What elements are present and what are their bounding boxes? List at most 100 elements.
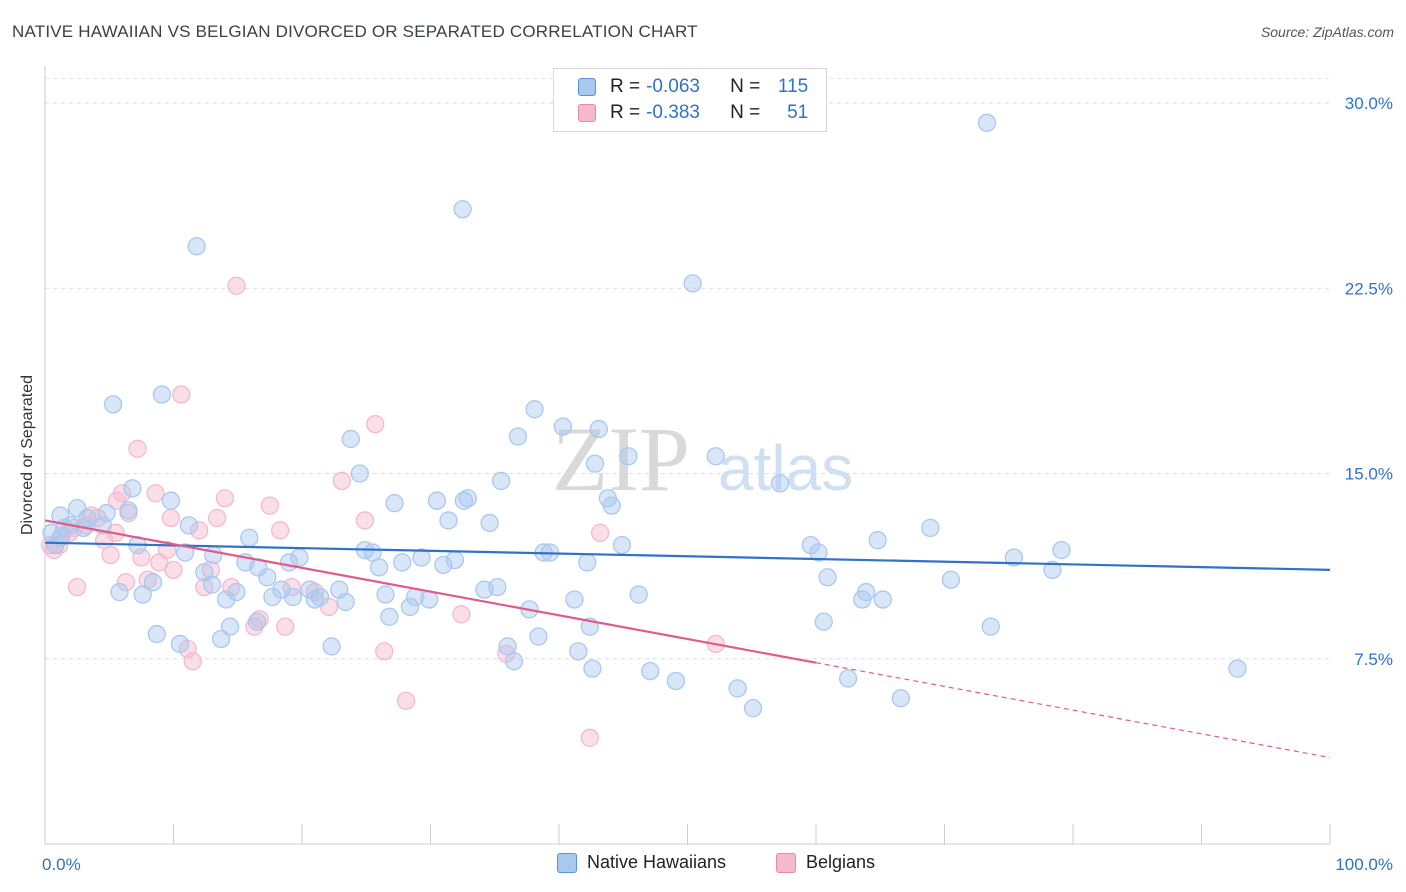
data-point bbox=[211, 629, 231, 649]
data-point bbox=[629, 585, 648, 604]
data-point bbox=[172, 385, 191, 404]
y-tick-label: 30.0% bbox=[1345, 94, 1393, 113]
grid-layer bbox=[45, 77, 1330, 660]
legend-r-label: R = bbox=[610, 76, 641, 97]
data-point bbox=[921, 518, 940, 538]
legend-n-value: 51 bbox=[787, 102, 809, 123]
data-point bbox=[504, 652, 524, 671]
data-point bbox=[585, 454, 605, 473]
bottom-legend-swatch-belgians bbox=[776, 852, 796, 873]
data-point bbox=[332, 471, 351, 491]
data-point bbox=[375, 642, 394, 661]
data-point bbox=[116, 573, 136, 592]
legend-swatch-belgians bbox=[578, 104, 596, 122]
data-point bbox=[480, 513, 499, 533]
stats-legend: R = -0.063 N = 115 R = -0.383 N = 51 bbox=[553, 68, 827, 132]
data-point bbox=[580, 728, 599, 747]
bottom-legend-label-belgians: Belgians bbox=[806, 852, 876, 872]
data-point bbox=[589, 419, 608, 439]
source-credit: Source: ZipAtlas.com bbox=[1260, 24, 1394, 40]
data-point bbox=[612, 535, 632, 555]
data-point bbox=[247, 612, 267, 631]
data-point bbox=[380, 607, 399, 626]
legend-r-value: -0.383 bbox=[646, 102, 700, 123]
data-point bbox=[578, 553, 597, 572]
data-point bbox=[770, 474, 790, 493]
axis-layer bbox=[44, 66, 1331, 845]
data-point bbox=[190, 521, 209, 540]
data-point bbox=[856, 582, 876, 602]
data-point bbox=[300, 580, 319, 599]
legend-r-value: -0.063 bbox=[646, 76, 700, 97]
data-point bbox=[250, 610, 269, 629]
data-point bbox=[814, 612, 833, 631]
data-point bbox=[204, 545, 223, 565]
data-point bbox=[981, 617, 1000, 636]
data-point bbox=[666, 671, 686, 691]
data-point bbox=[809, 543, 828, 562]
data-point bbox=[941, 570, 961, 589]
data-point bbox=[161, 491, 181, 510]
data-point bbox=[220, 617, 240, 636]
data-point bbox=[152, 385, 172, 404]
tick-labels: 7.5% 15.0% 22.5% 30.0% 0.0% 100.0% bbox=[42, 94, 1393, 874]
data-point bbox=[873, 590, 892, 609]
data-point bbox=[202, 575, 222, 594]
data-point bbox=[260, 496, 280, 515]
data-point bbox=[453, 200, 472, 219]
x-tick-label-max: 100.0% bbox=[1335, 855, 1393, 874]
data-point bbox=[728, 679, 747, 698]
data-point bbox=[434, 555, 453, 575]
data-point bbox=[427, 491, 447, 510]
y-tick-label: 22.5% bbox=[1345, 279, 1393, 298]
data-point bbox=[868, 531, 887, 550]
data-point bbox=[569, 642, 588, 661]
data-point bbox=[227, 582, 246, 602]
data-point bbox=[385, 494, 404, 513]
data-point bbox=[350, 464, 369, 483]
bottom-legend-native-hawaiians: Native Hawaiians bbox=[557, 852, 726, 873]
data-point bbox=[619, 447, 638, 466]
data-point bbox=[179, 516, 199, 535]
legend-n-value: 115 bbox=[777, 76, 809, 97]
data-point bbox=[276, 617, 295, 636]
data-point bbox=[240, 528, 259, 547]
data-point bbox=[283, 587, 303, 607]
data-point bbox=[143, 573, 163, 592]
data-point bbox=[133, 585, 152, 604]
chart-title: NATIVE HAWAIIAN VS BELGIAN DIVORCED OR S… bbox=[12, 22, 698, 41]
data-point bbox=[175, 543, 195, 562]
data-point bbox=[602, 496, 621, 515]
data-point bbox=[376, 585, 395, 604]
data-point bbox=[393, 553, 412, 572]
watermark: ZIP atlas bbox=[552, 408, 853, 510]
data-point bbox=[458, 489, 477, 508]
data-point bbox=[492, 471, 511, 491]
data-point bbox=[706, 447, 725, 466]
data-point bbox=[119, 501, 138, 520]
legend-n-label: N = bbox=[730, 76, 761, 97]
data-point bbox=[396, 691, 416, 710]
data-point bbox=[412, 548, 431, 567]
data-point bbox=[439, 511, 458, 530]
data-point bbox=[743, 699, 763, 718]
data-point bbox=[322, 637, 341, 656]
data-point bbox=[310, 587, 330, 607]
data-point bbox=[553, 417, 573, 436]
data-point bbox=[208, 508, 227, 528]
data-point bbox=[838, 669, 858, 688]
data-point bbox=[1052, 540, 1071, 560]
data-point bbox=[508, 427, 528, 446]
data-point bbox=[123, 479, 142, 498]
trend-line-belgians-extension bbox=[815, 662, 1331, 759]
trend-line-belgians bbox=[44, 519, 817, 664]
data-point bbox=[452, 605, 471, 624]
data-point bbox=[101, 545, 120, 565]
data-point bbox=[1004, 548, 1024, 567]
watermark-atlas: atlas bbox=[718, 432, 853, 504]
data-point bbox=[110, 582, 129, 602]
data-point bbox=[271, 521, 290, 540]
data-point bbox=[355, 511, 375, 530]
data-point bbox=[529, 627, 548, 646]
bottom-legend-belgians: Belgians bbox=[776, 852, 875, 873]
